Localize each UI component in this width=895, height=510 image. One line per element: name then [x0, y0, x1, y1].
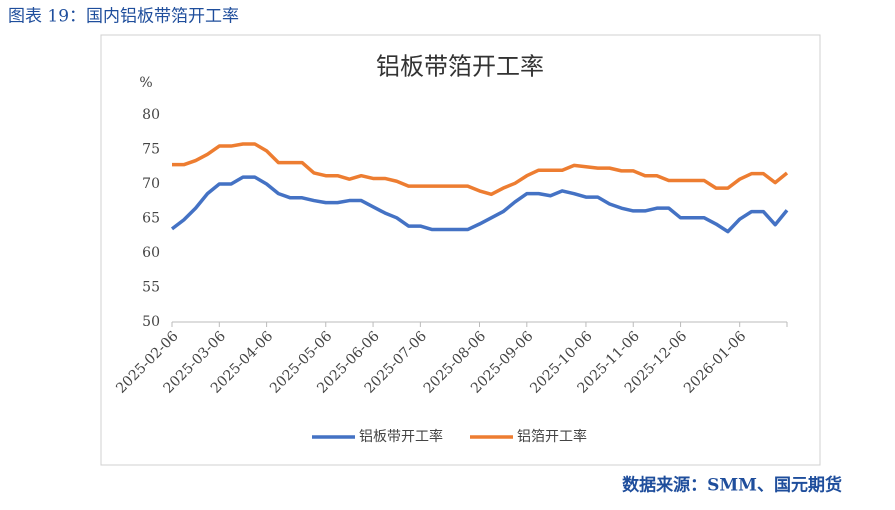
y-tick-label: 55	[142, 280, 160, 296]
series-line	[170, 175, 789, 234]
chart-title: 铝板带箔开工率	[376, 53, 544, 81]
y-tick-label: 60	[142, 245, 160, 261]
y-tick-label: 65	[142, 211, 160, 227]
series-line	[172, 142, 789, 197]
y-tick-label: 50	[142, 314, 160, 330]
y-tick-label: 80	[142, 107, 160, 123]
legend-label: 铝板带开工率	[359, 428, 443, 445]
caption: 图表 19：国内铝板带箔开工率	[8, 7, 239, 27]
chart-frame	[100, 34, 821, 466]
y-tick-label: 70	[142, 176, 160, 192]
y-tick-label: 75	[142, 142, 160, 158]
y-axis-label: %	[139, 75, 152, 91]
source: 数据来源：SMM、国元期货	[622, 475, 842, 496]
legend-label: 铝箔开工率	[517, 428, 587, 445]
